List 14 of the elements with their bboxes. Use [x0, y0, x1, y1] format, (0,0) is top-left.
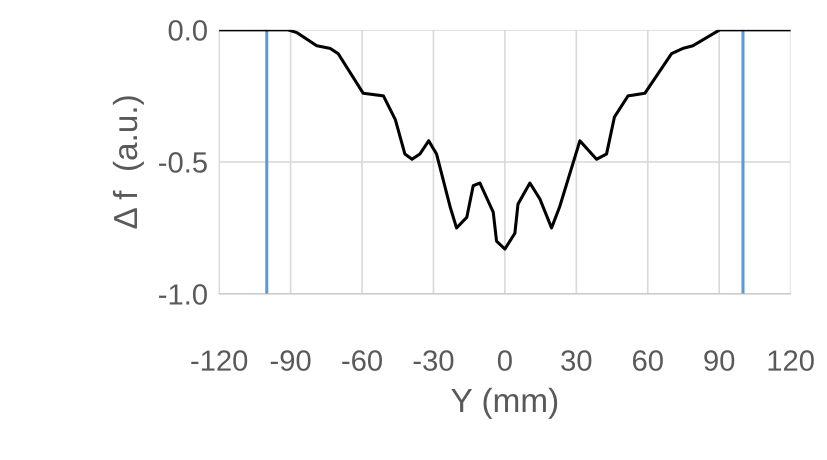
x-tick-label: 120: [768, 350, 814, 371]
x-tick-label: -90: [270, 350, 311, 371]
x-tick-label: 60: [633, 350, 663, 371]
x-tick-label: -60: [342, 350, 382, 371]
x-axis-title: Y (mm): [451, 388, 558, 419]
y-tick-label: -1.0: [159, 284, 207, 305]
x-tick-label: 30: [561, 350, 592, 371]
x-tick-label: -120: [191, 350, 248, 371]
x-tick-label: 90: [704, 350, 734, 371]
y-axis-title: Δ f (a.u.): [112, 96, 144, 229]
x-tick-label: 0: [498, 350, 512, 371]
x-tick-label: -30: [414, 350, 454, 371]
y-tick-label: 0.0: [168, 20, 207, 41]
y-tick-label: -0.5: [159, 152, 207, 173]
